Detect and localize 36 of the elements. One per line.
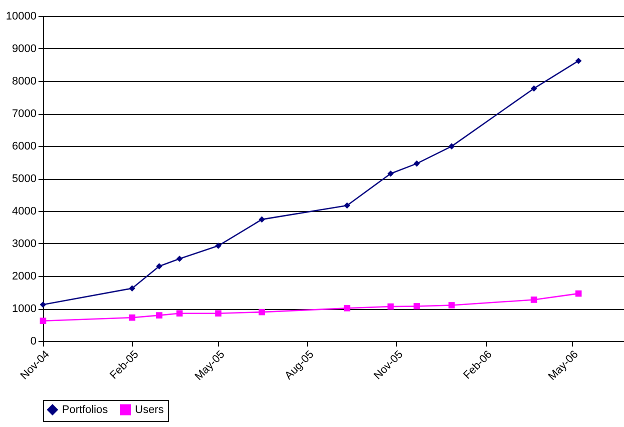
point	[344, 305, 350, 312]
y-tick-label: 7000	[12, 108, 36, 120]
point	[387, 170, 394, 177]
y-tick-label: 0	[30, 336, 36, 348]
point	[215, 242, 222, 249]
legend-label: Users	[135, 404, 164, 416]
point	[128, 314, 136, 321]
point	[448, 302, 455, 308]
point	[176, 310, 183, 317]
point	[414, 160, 420, 167]
y-tick-label: 8000	[12, 76, 36, 88]
point	[575, 290, 582, 297]
y-tick-label: 2000	[12, 270, 36, 282]
point	[387, 303, 394, 310]
y-tick-label: 4000	[12, 206, 36, 218]
y-tick-label: 6000	[12, 140, 36, 152]
point	[156, 312, 162, 318]
y-tick-label: 10000	[6, 10, 36, 22]
point	[176, 256, 183, 262]
point	[156, 263, 162, 270]
point	[575, 58, 582, 64]
point	[448, 143, 455, 150]
point	[344, 202, 350, 209]
y-tick-label: 3000	[12, 238, 36, 250]
point	[258, 216, 266, 223]
point	[128, 285, 136, 292]
point	[530, 296, 538, 303]
point	[40, 318, 46, 324]
point	[414, 303, 420, 310]
y-tick-label: 1000	[12, 303, 36, 315]
y-tick-label: 5000	[12, 173, 36, 185]
point	[215, 310, 222, 317]
point	[258, 308, 266, 316]
y-tick-label: 9000	[12, 43, 36, 55]
point	[530, 85, 538, 92]
legend-label: Portfolios	[62, 404, 108, 416]
